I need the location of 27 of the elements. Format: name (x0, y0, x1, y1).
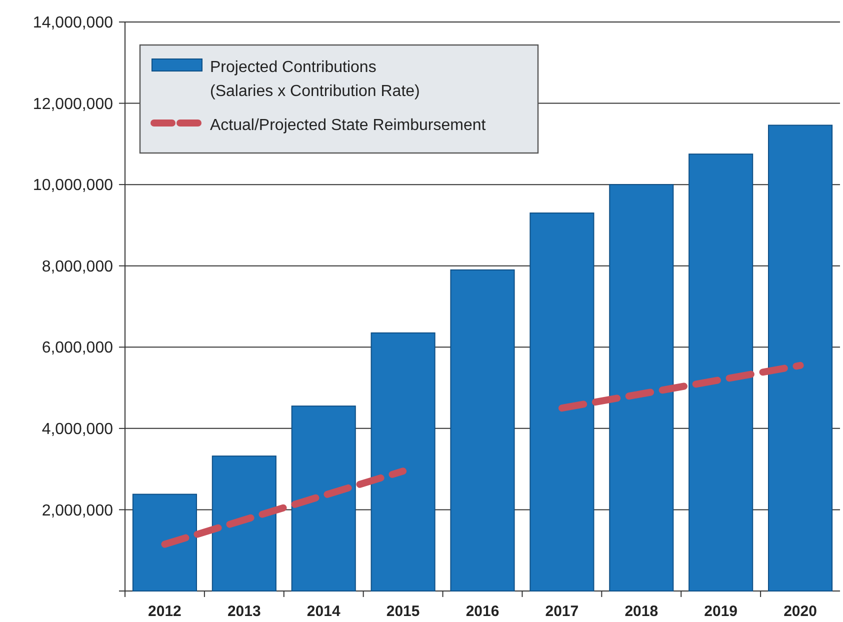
bar (530, 212, 594, 592)
bar (212, 456, 276, 592)
legend-label: Projected Contributions (Salaries x Contribution Rate) (210, 58, 420, 100)
x-tick-label: 2019 (704, 603, 738, 620)
x-tick-label: 2013 (227, 603, 261, 620)
y-tick-label: 6,000,000 (42, 340, 114, 357)
y-tick-label: 8,000,000 (42, 258, 114, 276)
x-tick-label: 2012 (148, 603, 182, 620)
y-tick-label: 2,000,000 (42, 502, 114, 520)
x-tick-label: 2015 (386, 603, 420, 620)
bar (688, 154, 754, 592)
y-tick-label: 14,000,000 (32, 14, 114, 32)
bar (370, 332, 436, 592)
y-tick-label: 12,000,000 (32, 96, 114, 113)
x-tick-label: 2014 (306, 603, 341, 620)
y-tick-label: 10,000,000 (32, 177, 114, 194)
bar (291, 406, 356, 592)
x-tick-label: 2016 (466, 603, 500, 620)
bar (768, 124, 833, 592)
x-tick-label: 2018 (624, 603, 658, 620)
bar (132, 494, 197, 592)
y-tick-label: 4,000,000 (42, 421, 114, 438)
x-tick-label: 2020 (784, 603, 817, 620)
bar (609, 184, 674, 592)
bar (450, 269, 515, 592)
x-tick-label: 2017 (545, 603, 579, 620)
legend-label: Actual/Projected State Reimbursement (210, 116, 486, 134)
